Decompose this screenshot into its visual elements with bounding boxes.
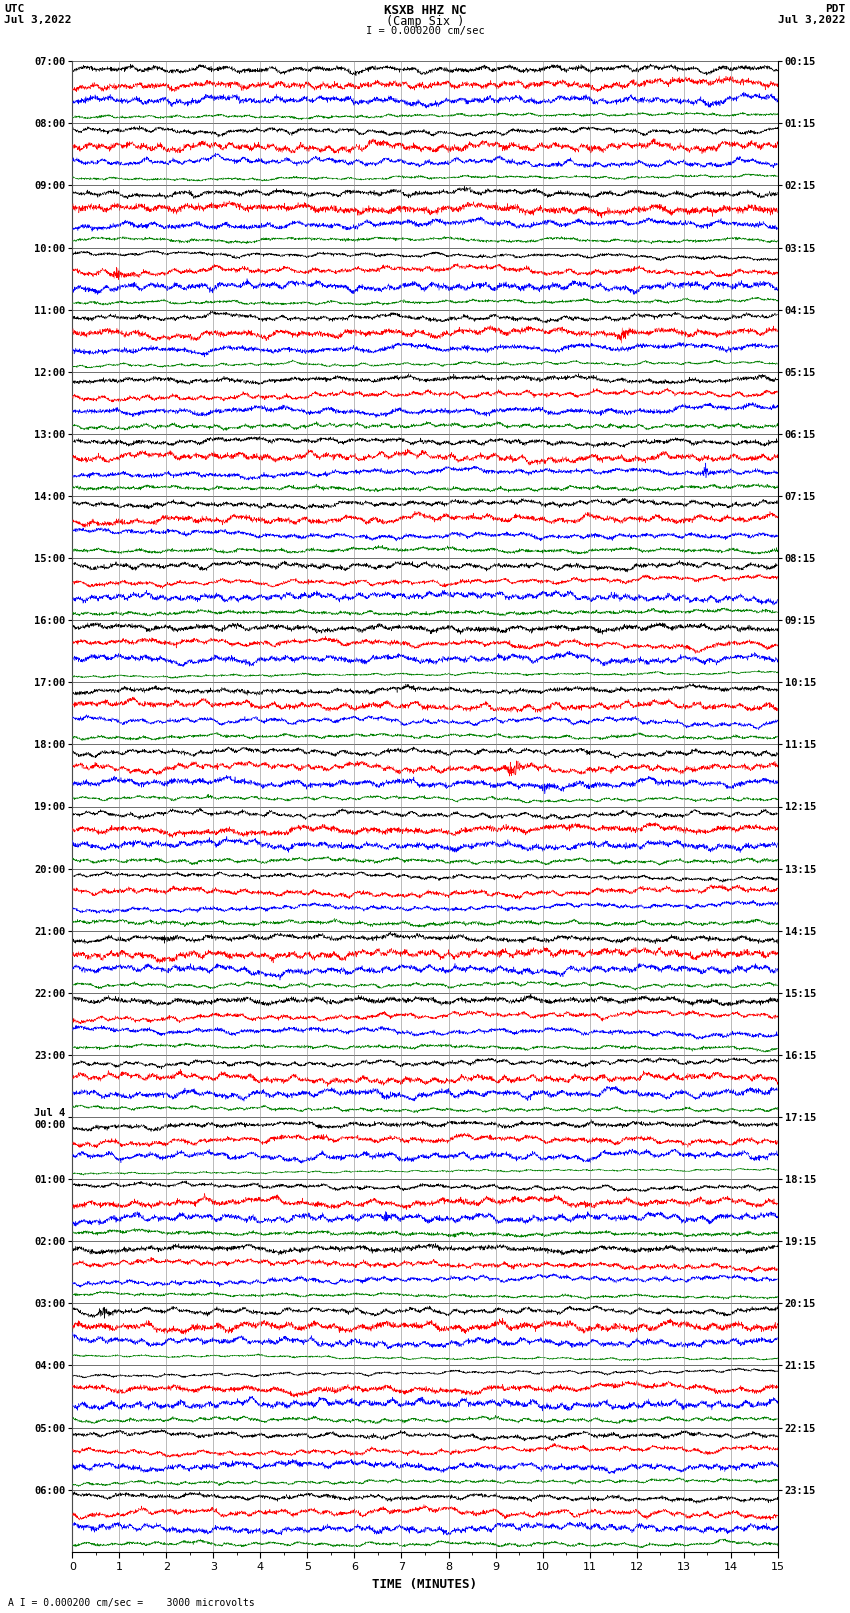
Text: KSXB HHZ NC: KSXB HHZ NC (383, 5, 467, 18)
Text: I = 0.000200 cm/sec: I = 0.000200 cm/sec (366, 26, 484, 35)
Text: UTC: UTC (4, 5, 25, 15)
Text: PDT: PDT (825, 5, 846, 15)
X-axis label: TIME (MINUTES): TIME (MINUTES) (372, 1578, 478, 1590)
Text: Jul 3,2022: Jul 3,2022 (4, 16, 71, 26)
Text: A I = 0.000200 cm/sec =    3000 microvolts: A I = 0.000200 cm/sec = 3000 microvolts (8, 1598, 255, 1608)
Text: Jul 3,2022: Jul 3,2022 (779, 16, 846, 26)
Text: (Camp Six ): (Camp Six ) (386, 16, 464, 29)
